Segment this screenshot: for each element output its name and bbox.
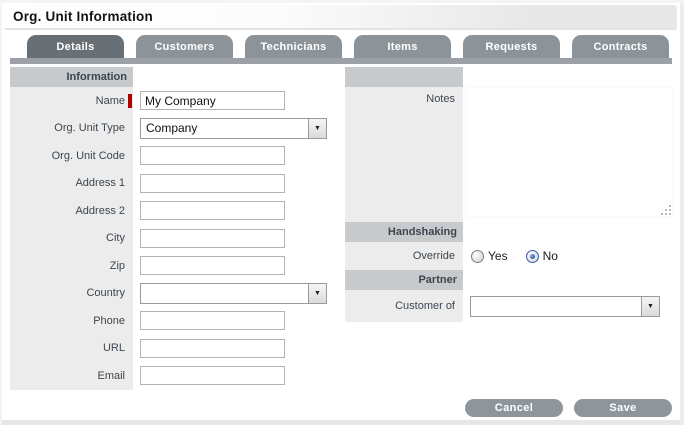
information-section-header: Information bbox=[10, 67, 133, 87]
phone-field[interactable] bbox=[140, 311, 285, 331]
override-no-radio[interactable]: No bbox=[525, 249, 558, 263]
radio-selected-icon[interactable] bbox=[525, 249, 539, 263]
tab-customers[interactable]: Customers bbox=[136, 35, 233, 58]
override-yes-label: Yes bbox=[488, 249, 508, 263]
country-label: Country bbox=[10, 279, 133, 307]
zip-row: Zip bbox=[10, 252, 333, 280]
partner-section-label: Partner bbox=[418, 274, 457, 286]
customer-of-label: Customer of bbox=[345, 290, 463, 322]
chevron-down-icon[interactable]: ▼ bbox=[308, 118, 326, 138]
tab-contracts-label: Contracts bbox=[593, 40, 648, 53]
url-label: URL bbox=[10, 334, 133, 362]
address-2-label: Address 2 bbox=[10, 197, 133, 225]
chevron-down-icon[interactable]: ▼ bbox=[641, 296, 659, 316]
tab-details-label: Details bbox=[56, 40, 95, 53]
tab-strip-divider bbox=[10, 58, 672, 64]
url-row: URL bbox=[10, 334, 333, 362]
org-unit-code-label: Org. Unit Code bbox=[10, 142, 133, 170]
url-field[interactable] bbox=[140, 338, 285, 358]
handshaking-section-header: Handshaking bbox=[345, 222, 463, 242]
required-marker bbox=[128, 93, 132, 108]
information-section-label: Information bbox=[66, 71, 128, 83]
information-panel: Information Name Org. Unit Type Company … bbox=[10, 67, 333, 390]
footer-actions: Cancel Save bbox=[465, 399, 672, 417]
country-value bbox=[141, 284, 308, 303]
tab-items-label: Items bbox=[387, 40, 418, 53]
tab-requests-label: Requests bbox=[485, 40, 538, 53]
customer-of-select[interactable]: ▼ bbox=[470, 295, 660, 317]
notes-row: Notes bbox=[345, 87, 675, 222]
email-field[interactable] bbox=[140, 366, 285, 386]
org-unit-type-select[interactable]: Company ▼ bbox=[140, 117, 327, 139]
page-title: Org. Unit Information bbox=[13, 9, 153, 24]
cancel-button[interactable]: Cancel bbox=[465, 399, 563, 417]
address-1-field[interactable] bbox=[140, 173, 285, 193]
name-field[interactable] bbox=[140, 91, 285, 111]
notes-label: Notes bbox=[345, 87, 463, 222]
tab-technicians-label: Technicians bbox=[260, 40, 327, 53]
save-button[interactable]: Save bbox=[574, 399, 672, 417]
blank-section-header bbox=[345, 67, 463, 87]
override-yes-radio[interactable]: Yes bbox=[471, 249, 508, 263]
org-unit-type-value: Company bbox=[146, 120, 198, 135]
phone-row: Phone bbox=[10, 307, 333, 335]
resize-grip-icon[interactable] bbox=[660, 204, 672, 216]
notes-handshaking-panel: Notes Handshaking Override bbox=[345, 67, 675, 322]
org-unit-code-field[interactable] bbox=[140, 146, 285, 166]
email-label: Email bbox=[10, 362, 133, 390]
title-bar: Org. Unit Information bbox=[4, 5, 677, 30]
city-label: City bbox=[10, 224, 133, 252]
customer-of-value bbox=[471, 297, 641, 316]
email-row: Email bbox=[10, 362, 333, 390]
chevron-down-icon[interactable]: ▼ bbox=[308, 283, 326, 303]
org-unit-code-row: Org. Unit Code bbox=[10, 142, 333, 170]
tab-details[interactable]: Details bbox=[27, 35, 124, 58]
radio-unselected-icon[interactable] bbox=[471, 249, 484, 263]
tab-contracts[interactable]: Contracts bbox=[572, 35, 669, 58]
org-unit-type-row: Org. Unit Type Company ▼ bbox=[10, 114, 333, 142]
tab-bar: Details Customers Technicians Items Requ… bbox=[27, 35, 669, 58]
address-2-row: Address 2 bbox=[10, 197, 333, 225]
city-row: City bbox=[10, 224, 333, 252]
override-label: Override bbox=[345, 242, 463, 270]
country-row: Country ▼ bbox=[10, 279, 333, 307]
notes-textarea[interactable] bbox=[465, 87, 673, 217]
zip-label: Zip bbox=[10, 252, 133, 280]
country-select[interactable]: ▼ bbox=[140, 282, 327, 304]
handshaking-section-label: Handshaking bbox=[387, 226, 457, 238]
zip-field[interactable] bbox=[140, 256, 285, 276]
customer-of-row: Customer of ▼ bbox=[345, 290, 675, 322]
address-2-field[interactable] bbox=[140, 201, 285, 221]
tab-requests[interactable]: Requests bbox=[463, 35, 560, 58]
name-label: Name bbox=[10, 87, 133, 115]
phone-label: Phone bbox=[10, 307, 133, 335]
city-field[interactable] bbox=[140, 228, 285, 248]
name-row: Name bbox=[10, 87, 333, 115]
tab-technicians[interactable]: Technicians bbox=[245, 35, 342, 58]
override-no-label: No bbox=[542, 249, 558, 263]
tab-items[interactable]: Items bbox=[354, 35, 451, 58]
address-1-row: Address 1 bbox=[10, 169, 333, 197]
address-1-label: Address 1 bbox=[10, 169, 133, 197]
tab-customers-label: Customers bbox=[154, 40, 215, 53]
override-row: Override Yes No bbox=[345, 242, 675, 270]
partner-section-header: Partner bbox=[345, 270, 463, 290]
org-unit-type-label: Org. Unit Type bbox=[10, 114, 133, 142]
